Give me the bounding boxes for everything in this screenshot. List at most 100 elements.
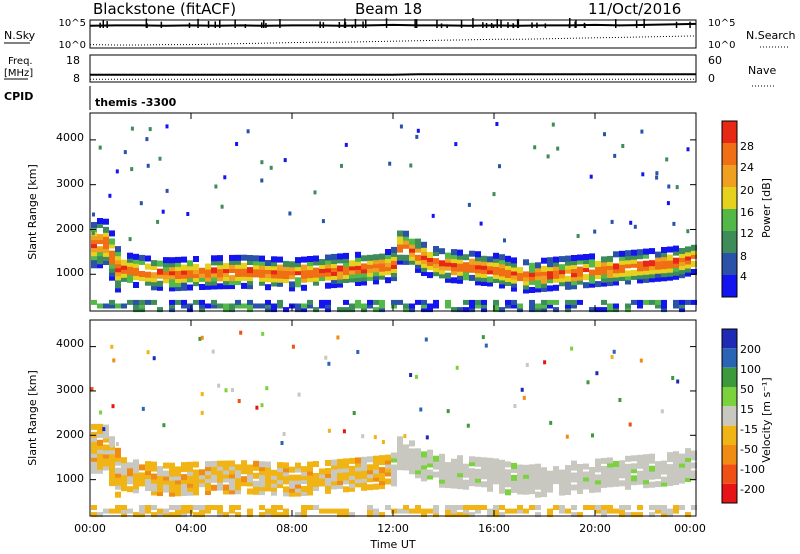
- power-cell: [463, 254, 469, 261]
- power-cell: [397, 299, 403, 305]
- power-cell: [265, 303, 271, 309]
- power-cell: [289, 285, 295, 292]
- velocity-cell: [466, 423, 470, 428]
- power-cell: [115, 278, 121, 285]
- velocity-cell: [421, 451, 427, 458]
- velocity-cell: [451, 508, 457, 514]
- velocity-cell: [535, 467, 541, 474]
- velocity-cell: [493, 512, 499, 518]
- velocity-cell: [439, 457, 445, 464]
- velocity-cell: [631, 463, 637, 470]
- velocity-cell: [451, 505, 457, 510]
- velocity-cell: [499, 479, 505, 486]
- velocity-cell: [655, 481, 661, 488]
- velocity-cell: [445, 478, 451, 485]
- velocity-cell: [451, 478, 457, 485]
- velocity-cell: [685, 460, 691, 466]
- velocity-cell: [110, 443, 114, 448]
- velocity-cell: [237, 399, 241, 403]
- power-cell: [175, 299, 181, 305]
- velocity-cell: [223, 468, 229, 475]
- velocity-cell: [601, 477, 607, 484]
- power-cell: [475, 267, 481, 274]
- velocity-cell: [661, 508, 667, 514]
- power-cell: [685, 270, 691, 277]
- power-cell: [535, 286, 541, 293]
- velocity-cell: [481, 481, 487, 488]
- power-cell: [691, 252, 697, 259]
- velocity-cell: [649, 457, 655, 464]
- velocity-cell: [277, 482, 283, 489]
- power-cell: [565, 263, 571, 270]
- power-cell: [253, 255, 259, 262]
- power-cell: [499, 266, 505, 273]
- velocity-cell: [487, 473, 493, 480]
- power-cell: [145, 279, 151, 286]
- power-cell: [325, 258, 331, 265]
- power-cell: [643, 264, 649, 271]
- power-cell: [577, 270, 583, 277]
- power-cell: [331, 274, 337, 281]
- velocity-cell: [133, 479, 139, 486]
- power-cell: [247, 303, 253, 309]
- power-cell: [229, 275, 235, 282]
- velocity-cell: [337, 462, 343, 469]
- power-cell: [128, 237, 132, 242]
- velocity-cell: [367, 468, 373, 475]
- velocity-cell: [205, 489, 211, 495]
- velocity-cell: [193, 473, 199, 480]
- power-cell: [355, 280, 361, 286]
- velocity-cell: [331, 508, 337, 514]
- power-cell: [175, 277, 181, 283]
- power-cell: [373, 262, 379, 269]
- power-cell: [199, 307, 205, 313]
- velocity-cell: [145, 477, 151, 483]
- velocity-cell: [223, 460, 229, 467]
- velocity-cell: [409, 440, 415, 447]
- nave-tick-bottom: 0: [708, 72, 715, 85]
- velocity-colorbar-swatch: [722, 406, 737, 426]
- power-cell: [373, 307, 379, 313]
- power-cell: [457, 269, 463, 276]
- velocity-cell: [451, 470, 457, 477]
- velocity-cell: [121, 457, 127, 464]
- power-cell: [565, 307, 571, 313]
- power-cell: [421, 266, 427, 272]
- power-cell: [97, 250, 103, 257]
- power-cell: [169, 299, 175, 305]
- velocity-cell: [403, 456, 409, 463]
- velocity-cell: [205, 508, 211, 514]
- power-cell: [108, 193, 112, 198]
- power-cell: [607, 268, 613, 274]
- power-cell: [127, 272, 133, 279]
- velocity-cell: [523, 468, 529, 475]
- velocity-cell: [415, 464, 421, 471]
- velocity-cell: [319, 508, 325, 514]
- power-cell: [601, 299, 607, 305]
- power-cell: [103, 226, 109, 233]
- power-cell: [91, 262, 97, 269]
- velocity-cell: [271, 489, 277, 496]
- power-cell: [115, 246, 121, 253]
- velocity-cell: [337, 458, 343, 465]
- power-cell: [511, 265, 517, 272]
- power-cell: [265, 299, 271, 305]
- power-cell: [157, 268, 163, 275]
- power-cell: [535, 266, 541, 273]
- power-cell: [319, 267, 325, 274]
- velocity-cell: [661, 464, 667, 471]
- power-cell: [619, 254, 625, 261]
- power-cell: [565, 267, 571, 274]
- power-cell: [109, 299, 115, 305]
- velocity-cell: [493, 458, 499, 465]
- velocity-cell: [619, 512, 625, 518]
- velocity-cell: [187, 508, 193, 514]
- power-cell: [265, 260, 271, 266]
- power-cell: [193, 299, 199, 305]
- power-cell: [493, 277, 499, 283]
- power-cell: [115, 262, 121, 269]
- velocity-cell: [661, 460, 667, 467]
- velocity-cell: [673, 471, 679, 478]
- power-cell: [223, 271, 229, 278]
- velocity-cell: [97, 423, 103, 430]
